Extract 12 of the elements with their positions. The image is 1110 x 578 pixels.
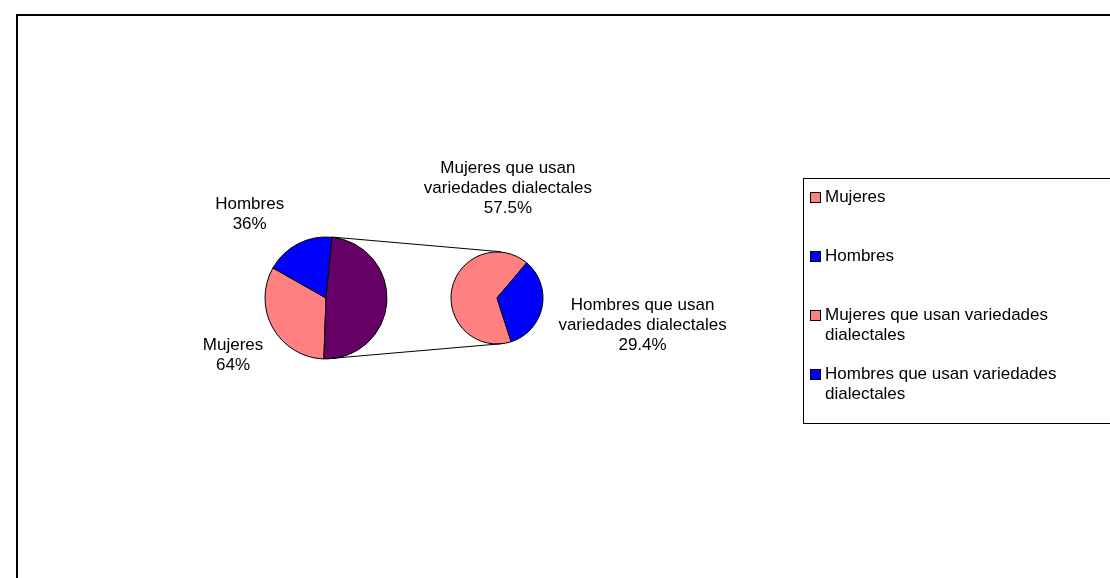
slice-label: Mujeres — [202, 334, 264, 354]
slice-label: Hombres — [215, 194, 285, 214]
slice-label: Hombres que usan variedades dialectales — [558, 294, 727, 334]
data-label: 57.5% — [483, 198, 533, 218]
legend-label: Mujeres — [825, 187, 886, 207]
legend-label: Mujeres que usan variedades dialectales — [825, 305, 1050, 345]
data-label: 29.4% — [618, 334, 667, 354]
data-label: 36% — [232, 214, 267, 234]
legend-label: Hombres — [825, 246, 894, 266]
data-label: 64% — [216, 354, 251, 374]
legend-label: Hombres que usan variedades dialectales — [825, 364, 1058, 404]
slice-label: Mujeres que usan variedades dialectales — [423, 158, 593, 198]
